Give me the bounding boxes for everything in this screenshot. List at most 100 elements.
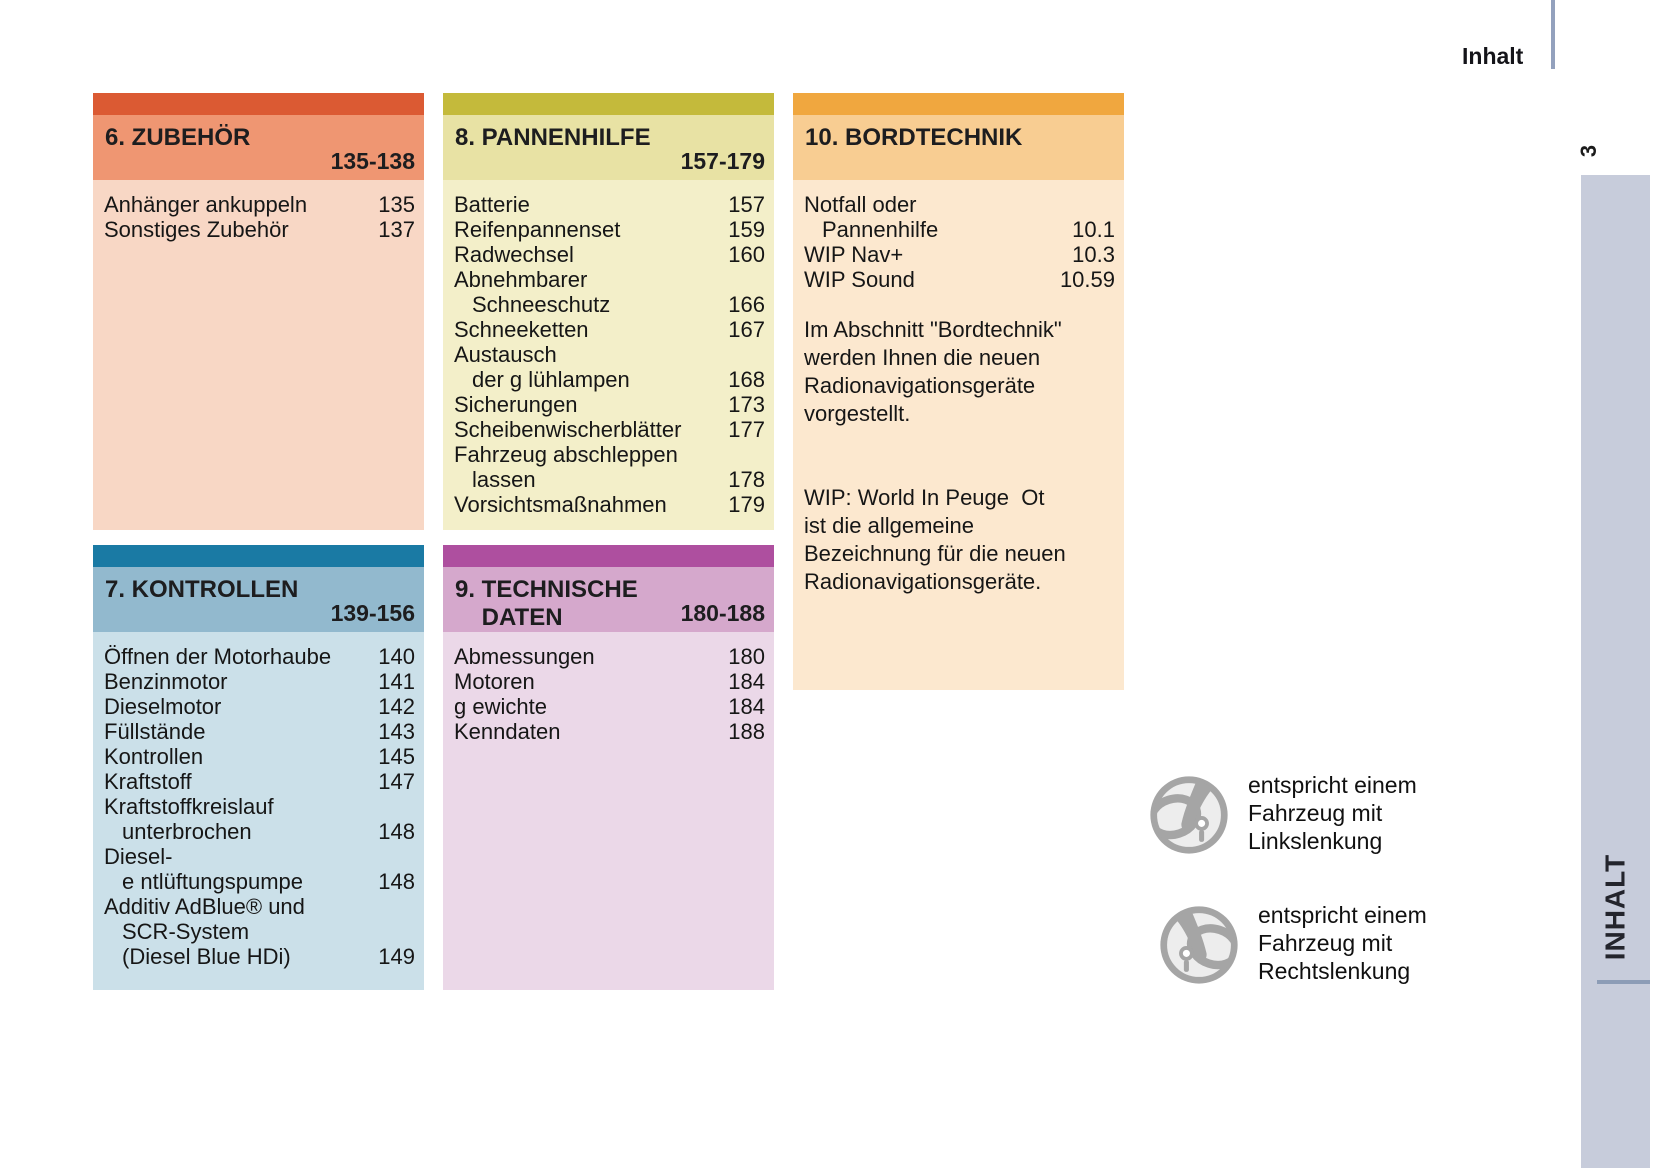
toc-entry: Additiv AdBlue® und SCR-System (Diesel B… [104,894,415,969]
toc-entry: Reifenpannenset 159 [454,217,765,242]
section-color-bar [443,93,774,115]
toc-entry: Sicherungen 173 [454,392,765,417]
right-hand-drive-steering-wheel-icon [1157,903,1241,987]
page-corner-title: Inhalt [1462,43,1524,69]
toc-entry-page: 10.3 [1072,242,1115,267]
section-color-bar [93,93,424,115]
toc-entry-page: 140 [378,644,415,669]
toc-entry-label: Benzinmotor [104,669,228,694]
section-kontrollen: 7. KONTROLLEN 139-156 Öffnen der Motorha… [93,545,424,990]
toc-entry-page: 168 [728,367,765,392]
toc-entry: Abmessungen 180 [454,644,765,669]
section-technische-daten: 9. TECHNISCHE DATEN 180-188 Abmessungen … [443,545,774,990]
left-hand-drive-caption: entspricht einem Fahrzeug mit Linkslenku… [1248,772,1417,854]
left-hand-drive-steering-wheel-icon [1147,773,1231,857]
toc-entry-page: 148 [378,819,415,844]
toc-entry: Kraftstoff 147 [104,769,415,794]
toc-entry-label-cont: e ntlüftungspumpe [122,869,304,894]
toc-entry-label-cont: unterbrochen [122,819,252,844]
toc-entry: WIP Sound 10.59 [804,267,1115,292]
toc-entry-page: 184 [728,694,765,719]
toc-entry-label-cont: Schneeschutz [472,292,611,317]
toc-entry-label: Sicherungen [454,392,578,417]
toc-entry-label: Anhänger ankuppeln [104,192,308,217]
toc-entry-page: 145 [378,744,415,769]
section-title: 10. BORDTECHNIK [805,124,1023,151]
section-body: Abmessungen 180 Motoren 184 g ewichte 18… [443,632,774,990]
toc-entry-label: Abnehmbarer [454,267,588,292]
section-paragraph: Im Abschnitt "Bordtechnik" werden Ihnen … [804,317,1062,426]
section-header: 8. PANNENHILFE 157-179 [443,115,774,180]
right-hand-drive-caption: entspricht einem Fahrzeug mit Rechtslenk… [1258,902,1427,984]
toc-entry-page: 141 [378,669,415,694]
section-color-bar [443,545,774,567]
toc-entry-page: 159 [728,217,765,242]
toc-entry: Motoren 184 [454,669,765,694]
toc-entry: Anhänger ankuppeln 135 [104,192,415,217]
section-zubehoer: 6. ZUBEHÖR 135-138 Anhänger ankuppeln 13… [93,93,424,530]
sidebar-label-wrap: INHALT [1581,847,1650,967]
toc-entry: Radwechsel 160 [454,242,765,267]
section-color-bar [93,545,424,567]
toc-entry: Sonstiges Zubehör 137 [104,217,415,242]
toc-entry-label: Additiv AdBlue® und [104,894,305,919]
toc-entry-label: Kraftstoff [104,769,192,794]
toc-entry-label: Fahrzeug abschleppen [454,442,678,467]
section-header: 7. KONTROLLEN 139-156 [93,567,424,632]
toc-entry-label: Kraftstoffkreislauf [104,794,274,819]
section-title: 8. PANNENHILFE [455,124,651,151]
toc-entry: g ewichte 184 [454,694,765,719]
toc-entry: Kontrollen 145 [104,744,415,769]
section-page-range: 135-138 [330,148,415,174]
section-header: 10. BORDTECHNIK [793,115,1124,180]
chapter-tab-sidebar: INHALT [1581,175,1650,1168]
section-body: Anhänger ankuppeln 135 Sonstiges Zubehör… [93,180,424,530]
toc-entry-page: 173 [728,392,765,417]
toc-entry-page: 137 [378,217,415,242]
toc-entry: Notfall oder Pannenhilfe 10.1 [804,192,1115,242]
toc-entry-label-cont: (Diesel Blue HDi) [122,944,291,969]
toc-entry-label: Austausch [454,342,557,367]
toc-entry: Scheibenwischerblätter 177 [454,417,765,442]
toc-entry-label: Notfall oder [804,192,917,217]
toc-entry-label: Batterie [454,192,530,217]
toc-entry: Abnehmbarer Schneeschutz 166 [454,267,765,317]
toc-entry-label: Kontrollen [104,744,204,769]
toc-entry-label-cont: lassen [472,467,536,492]
section-body: Öffnen der Motorhaube 140 Benzinmotor 14… [93,632,424,990]
section-page-range: 139-156 [330,600,415,626]
toc-entry-page: 180 [728,644,765,669]
toc-entry-page: 143 [378,719,415,744]
toc-entry-label: Reifenpannenset [454,217,621,242]
section-title: 6. ZUBEHÖR [105,124,251,151]
section-title: 9. TECHNISCHE DATEN [455,576,638,631]
toc-entry-page: 149 [378,944,415,969]
toc-entry: Dieselmotor 142 [104,694,415,719]
corner-divider-line [1551,0,1555,69]
toc-entry-page: 135 [378,192,415,217]
toc-entry-label: Dieselmotor [104,694,222,719]
toc-entry-page: 142 [378,694,415,719]
section-header: 9. TECHNISCHE DATEN 180-188 [443,567,774,632]
toc-entry-label: Abmessungen [454,644,595,669]
toc-entry-page: 147 [378,769,415,794]
toc-entry: Öffnen der Motorhaube 140 [104,644,415,669]
toc-entry-label: Radwechsel [454,242,574,267]
toc-entry-label: Kenndaten [454,719,561,744]
toc-entry: Fahrzeug abschleppen lassen 178 [454,442,765,492]
toc-entry-page: 177 [728,417,765,442]
toc-entry-page: 10.1 [1072,217,1115,242]
toc-entry: Kenndaten 188 [454,719,765,744]
toc-entry: Austausch der g lühlampen 168 [454,342,765,392]
section-color-bar [793,93,1124,115]
section-body: Notfall oder Pannenhilfe 10.1 WIP Nav+ 1… [793,180,1124,690]
toc-entry: Kraftstoffkreislauf unterbrochen 148 [104,794,415,844]
toc-entry-label: Vorsichtsmaßnahmen [454,492,667,517]
toc-entry-page: 157 [728,192,765,217]
toc-entry-label-cont: der g lühlampen [472,367,630,392]
toc-entry: Batterie 157 [454,192,765,217]
toc-entry-label-cont: SCR-System [122,919,250,944]
section-page-range: 180-188 [680,600,765,626]
toc-entry: Vorsichtsmaßnahmen 179 [454,492,765,517]
section-body: Batterie 157 Reifenpannenset 159 Radwech… [443,180,774,530]
